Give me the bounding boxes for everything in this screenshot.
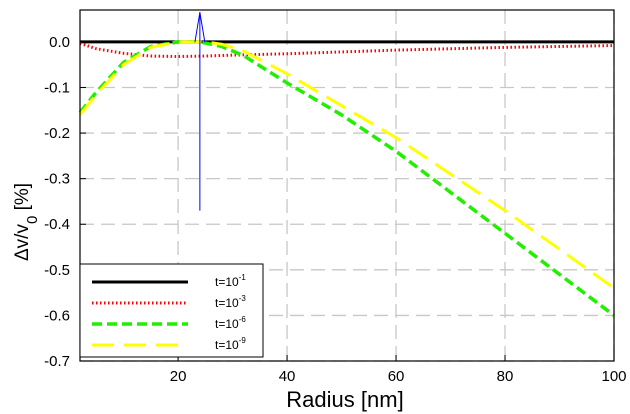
x-tick-label: 60 xyxy=(388,368,405,385)
x-tick-label: 40 xyxy=(279,368,296,385)
legend-label-1: t=10-3 xyxy=(215,294,246,310)
series-line-1 xyxy=(79,41,615,58)
x-tick-label: 20 xyxy=(170,368,187,385)
series-layer xyxy=(78,40,616,317)
series-line-2 xyxy=(78,40,616,317)
y-axis-label-tail: [%] xyxy=(12,183,33,216)
y-axis-label: Δv/v0 [%] xyxy=(12,183,41,261)
y-tick-label: -0.2 xyxy=(44,125,70,142)
y-tick-label: -0.3 xyxy=(44,171,70,188)
y-tick-label: -0.7 xyxy=(44,353,70,370)
x-tick-label: 100 xyxy=(601,368,626,385)
y-tick-label: -0.6 xyxy=(44,307,70,324)
series-line-3 xyxy=(78,40,615,290)
legend-box xyxy=(79,263,264,358)
legend-label-2: t=10-6 xyxy=(215,315,246,331)
y-axis-label-main: Δv/v xyxy=(12,224,33,261)
arrow-head xyxy=(194,12,206,43)
legend: t=10-1 t=10-3 t=10-6 t=10-9 xyxy=(79,263,264,358)
legend-label-3: t=10-9 xyxy=(215,336,246,352)
plot-frame xyxy=(79,9,615,362)
y-axis-label-sub: 0 xyxy=(24,216,41,224)
y-tick-label: -0.5 xyxy=(44,262,70,279)
x-axis-label: Radius [nm] xyxy=(286,387,403,412)
x-tick-label: 80 xyxy=(497,368,514,385)
ticks: 20 40 60 80 100 0.0 -0.1 -0.2 -0.3 -0.4 -0.5 -0.6 -0… xyxy=(44,34,626,385)
y-tick-label: 0.0 xyxy=(49,34,70,51)
y-tick-label: -0.4 xyxy=(44,216,70,233)
annotation-arrow xyxy=(194,12,206,211)
y-tick-label: -0.1 xyxy=(44,79,70,96)
legend-label-0: t=10-1 xyxy=(215,273,246,289)
